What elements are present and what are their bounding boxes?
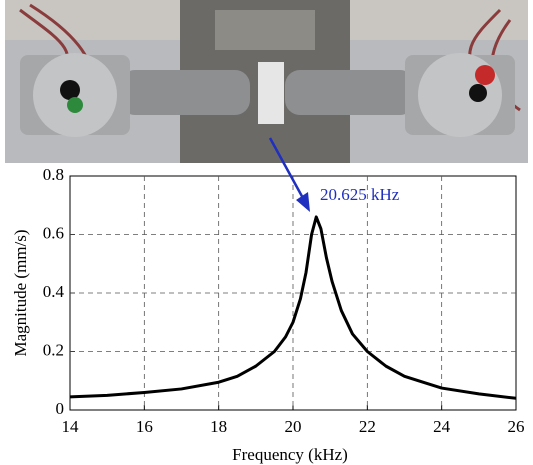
x-axis-label: Frequency (kHz) <box>232 445 348 464</box>
y-tick-label: 0.6 <box>43 223 64 242</box>
x-tick-label: 18 <box>210 417 227 436</box>
x-tick-label: 14 <box>62 417 80 436</box>
y-tick-label: 0.8 <box>43 165 64 184</box>
arrow-head <box>296 192 310 212</box>
y-axis-label: Magnitude (mm/s) <box>11 229 30 356</box>
data-line <box>69 215 517 400</box>
y-tick-label: 0.2 <box>43 340 64 359</box>
arrow-shaft <box>268 137 306 201</box>
y-tick-label: 0.4 <box>43 282 65 301</box>
x-tick-label: 22 <box>359 417 376 436</box>
y-tick-label: 0 <box>56 399 65 418</box>
photo <box>5 0 528 163</box>
x-tick-label: 20 <box>285 417 302 436</box>
x-tick-label: 24 <box>433 417 451 436</box>
x-tick-label: 26 <box>508 417 525 436</box>
x-tick-label: 16 <box>136 417 153 436</box>
annotation: 20.625 kHz <box>320 185 400 204</box>
